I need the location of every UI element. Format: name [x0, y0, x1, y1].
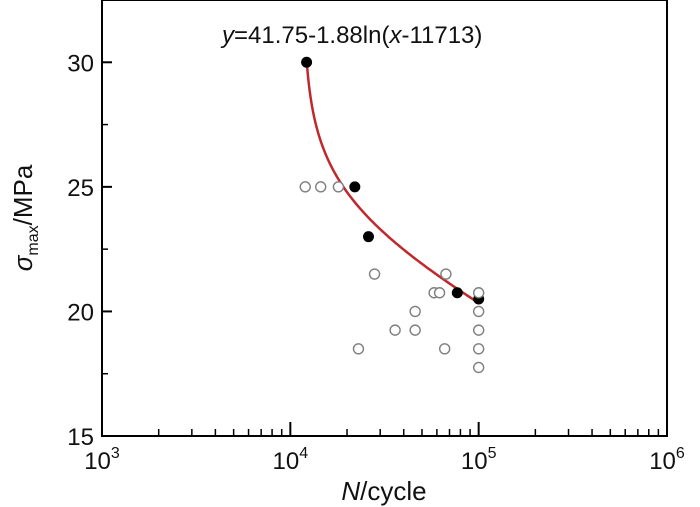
tick-labels: 103 104 105 106 15 20 25 30 — [67, 50, 685, 475]
open-data-point — [409, 305, 421, 318]
data-points — [299, 56, 485, 374]
y-tick-label: 15 — [67, 424, 94, 451]
fit-equation: y=41.75-1.88ln(x-11713) — [220, 22, 482, 49]
open-data-point — [315, 181, 327, 193]
open-data-point — [440, 268, 452, 280]
open-data-point — [352, 343, 365, 355]
axis-ticks — [101, 61, 668, 437]
open-data-point — [438, 343, 451, 355]
open-data-point — [472, 305, 485, 318]
x-tick-label: 106 — [649, 445, 685, 475]
y-axis-label: σmax/MPa — [8, 164, 42, 271]
plot-frame — [101, 0, 668, 437]
open-data-point — [472, 361, 485, 374]
x-tick-label: 103 — [84, 445, 120, 475]
open-data-point — [299, 181, 311, 193]
fit-curve — [305, 59, 480, 305]
open-data-point — [332, 181, 345, 193]
open-data-point — [472, 343, 485, 355]
filled-data-point — [362, 231, 374, 243]
open-data-point — [409, 324, 421, 336]
x-axis-label: N/cycle — [341, 476, 426, 506]
y-tick-label: 30 — [67, 50, 94, 77]
open-data-point — [472, 287, 485, 299]
open-data-point — [433, 287, 446, 299]
open-data-point — [368, 268, 381, 280]
open-data-point — [472, 324, 485, 336]
x-tick-label: 104 — [273, 445, 309, 475]
y-tick-label: 25 — [67, 175, 94, 202]
open-data-point — [389, 324, 401, 336]
filled-data-point — [349, 181, 361, 193]
filled-data-point — [301, 56, 313, 68]
y-tick-label: 20 — [67, 299, 94, 326]
x-tick-label: 105 — [461, 445, 497, 475]
filled-data-point — [451, 287, 463, 299]
